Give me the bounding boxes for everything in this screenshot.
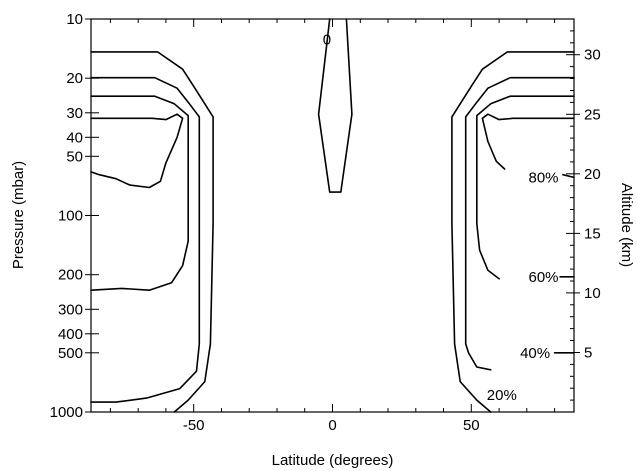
- contour-label-80pct: 80%: [528, 169, 558, 186]
- y-tick-label: 10: [66, 11, 83, 28]
- y-tick-label: 20: [66, 70, 83, 87]
- contour-line-20pct-left: [90, 51, 214, 413]
- y-tick-label: 50: [66, 148, 83, 165]
- x-axis-title: Latitude (degrees): [272, 452, 394, 469]
- right-y-axis-ticks: 5 10 15 20 25 30: [566, 18, 601, 401]
- left-y-axis-ticks: 10 20 30 40 50 100 200 300 400 500 1000: [50, 11, 99, 421]
- y2-tick-label: 5: [584, 345, 592, 362]
- y2-tick-label: 30: [584, 47, 601, 64]
- contour-line-80pct-right: [481, 113, 575, 170]
- contour-line-60pct-left: [90, 95, 189, 291]
- contour-line-40pct-right: [464, 76, 575, 371]
- contour-label-leaders: [553, 173, 575, 354]
- contour-lines: [90, 18, 575, 413]
- x-tick-label: -50: [183, 417, 205, 434]
- contour-label-40pct: 40%: [520, 345, 550, 362]
- contour-line-40pct-left: [90, 76, 201, 403]
- y2-tick-label: 20: [584, 166, 601, 183]
- contour-label-20pct: 20%: [487, 387, 517, 404]
- x-tick-label: 50: [463, 417, 480, 434]
- x-tick-label: 0: [328, 417, 336, 434]
- contour-label-60pct: 60%: [528, 269, 558, 286]
- y-tick-label: 30: [66, 105, 83, 122]
- y-tick-label: 200: [58, 267, 83, 284]
- y2-tick-label: 15: [584, 225, 601, 242]
- y2-axis-title: Altitude (km): [618, 183, 635, 267]
- leader-line-80pct: [562, 173, 575, 179]
- contour-labels: 0 20% 40% 60% 80%: [323, 31, 559, 404]
- y2-tick-label: 10: [584, 285, 601, 302]
- plot-frame: [90, 18, 575, 413]
- y-tick-label: 300: [58, 301, 83, 318]
- y2-tick-label: 25: [584, 106, 601, 123]
- y-tick-label: 40: [66, 129, 83, 146]
- y-tick-label: 100: [58, 208, 83, 225]
- y-tick-label: 400: [58, 326, 83, 343]
- contour-label-0: 0: [323, 31, 331, 48]
- contour-line-20pct-right: [451, 51, 575, 413]
- contour-line-80pct-left: [90, 113, 184, 189]
- contour-line-60pct-right: [476, 95, 575, 280]
- y-tick-label: 500: [58, 345, 83, 362]
- contour-line-0: [317, 18, 353, 193]
- x-axis-ticks: -50 0 50: [109, 19, 556, 434]
- y-axis-title: Pressure (mbar): [10, 161, 27, 269]
- y-tick-label: 1000: [50, 404, 83, 421]
